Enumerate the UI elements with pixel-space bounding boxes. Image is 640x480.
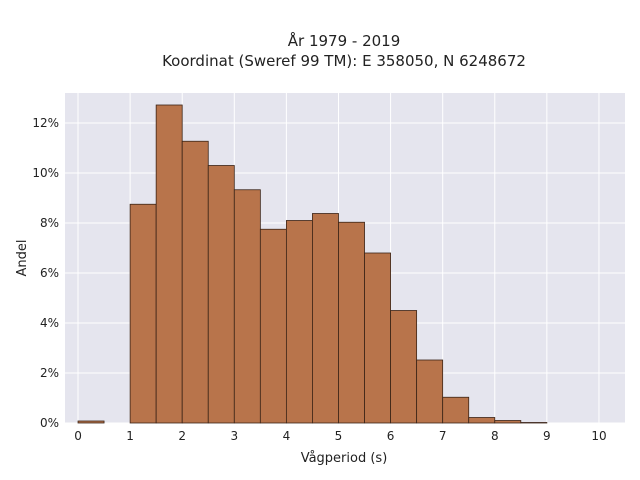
y-tick-label: 10% xyxy=(32,166,59,180)
histogram-bar xyxy=(468,417,496,424)
x-tick-label: 1 xyxy=(126,429,134,443)
x-axis-ticks: 0 1 2 3 4 5 6 7 8 9 10 xyxy=(74,429,606,443)
y-tick-label: 12% xyxy=(32,116,59,130)
histogram-bar xyxy=(181,140,209,424)
y-tick-label: 8% xyxy=(40,216,59,230)
y-tick-label: 2% xyxy=(40,366,59,380)
y-axis-ticks: 0% 2% 4% 6% 8% 10% 12% xyxy=(32,116,59,430)
x-tick-label: 5 xyxy=(335,429,343,443)
y-tick-label: 4% xyxy=(40,316,59,330)
x-tick-label: 6 xyxy=(387,429,395,443)
x-tick-label: 4 xyxy=(283,429,291,443)
x-tick-label: 0 xyxy=(74,429,82,443)
histogram-bar xyxy=(520,422,548,424)
y-tick-label: 6% xyxy=(40,266,59,280)
histogram-bar xyxy=(233,189,261,424)
histogram-bar xyxy=(155,104,183,424)
histogram-bar xyxy=(259,228,287,424)
histogram-bar xyxy=(364,252,391,424)
chart-title-line2: Koordinat (Sweref 99 TM): E 358050, N 62… xyxy=(162,52,526,70)
histogram-bar xyxy=(129,203,157,424)
x-axis-label: Vågperiod (s) xyxy=(301,451,388,466)
y-axis-label: Andel xyxy=(15,240,30,277)
y-tick-label: 0% xyxy=(40,416,59,430)
x-tick-label: 10 xyxy=(591,429,606,443)
histogram-bar xyxy=(312,213,339,424)
histogram-bar xyxy=(442,396,470,424)
x-tick-label: 8 xyxy=(491,429,499,443)
x-tick-label: 2 xyxy=(178,429,186,443)
x-tick-label: 9 xyxy=(543,429,551,443)
histogram-bar xyxy=(338,221,365,424)
histogram-bar xyxy=(494,420,522,424)
chart-title-line1: År 1979 - 2019 xyxy=(288,31,401,50)
x-tick-label: 7 xyxy=(439,429,447,443)
histogram-bar xyxy=(207,165,235,424)
histogram-bar xyxy=(77,420,105,424)
bars xyxy=(77,104,548,424)
x-tick-label: 3 xyxy=(230,429,238,443)
histogram-bar xyxy=(390,310,418,424)
histogram-bar xyxy=(285,220,313,424)
histogram-bar xyxy=(416,359,444,424)
